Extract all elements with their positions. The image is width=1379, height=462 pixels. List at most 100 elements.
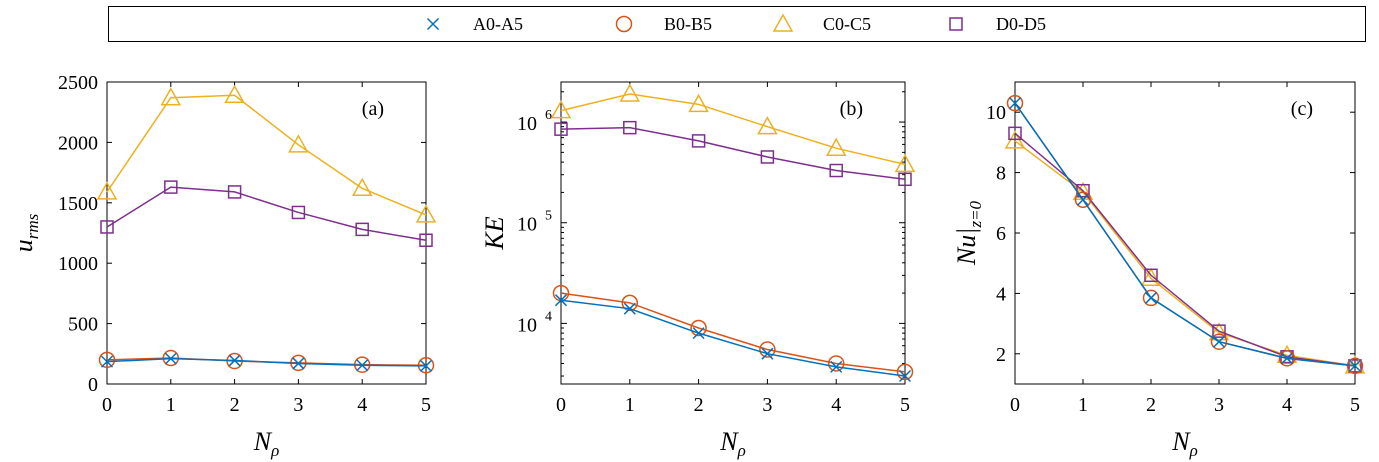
series-c0-c5: [1004, 130, 1366, 374]
data-point: [164, 352, 177, 365]
panel-a: 0 1 2 3 4 5 0 500 1000 1500 2000 2500 (a) Nρ urms: [9, 72, 437, 460]
x-tick-label: 0: [102, 394, 112, 416]
series-line: [106, 357, 427, 367]
data-point: [100, 355, 114, 368]
series-a0-a5: [100, 352, 433, 372]
axes-box: [1014, 81, 1356, 385]
series-line: [560, 299, 906, 377]
y-axis-label: Nu|z=0: [952, 200, 985, 266]
y-tick-label: 10: [517, 214, 537, 236]
legend-label-d0-d5: D0-D5: [996, 14, 1046, 34]
x-axis-label: Nρ: [253, 427, 280, 460]
series-b0-b5: [552, 284, 914, 381]
y-tick-label: 0: [88, 374, 98, 396]
legend-label-a0-a5: A0-A5: [473, 14, 523, 34]
x-tick-label: 3: [1214, 394, 1224, 416]
x-tick-label: 5: [421, 394, 431, 416]
data-point: [228, 354, 241, 367]
data-point: [355, 222, 369, 237]
legend: [108, 6, 1366, 42]
data-point: [757, 116, 778, 135]
x-tick-label: 5: [900, 394, 910, 416]
data-point: [825, 137, 847, 156]
series-a0-a5: [1008, 97, 1362, 372]
series-d0-d5: [1008, 126, 1362, 373]
series-line: [560, 292, 906, 373]
data-point: [1144, 268, 1158, 283]
panel-label: (b): [840, 98, 863, 120]
data-point: [830, 360, 843, 373]
data-point: [690, 319, 707, 337]
data-point: [96, 181, 118, 200]
data-point: [1142, 289, 1160, 307]
data-point: [291, 205, 306, 220]
data-point: [1074, 191, 1092, 209]
y-tick-label: 10: [986, 102, 1006, 124]
data-point: [100, 220, 114, 234]
y-axis-label: urms: [9, 213, 42, 252]
series-d0-d5: [554, 120, 912, 187]
legend-entries: A0-A5 B0-B5 C0-C5 D0-D5: [426, 13, 1046, 34]
legend-triangle-icon: [772, 13, 794, 32]
x-tick-label: 0: [556, 394, 566, 416]
series-line: [106, 94, 427, 216]
data-point: [829, 163, 843, 178]
y-tick-label: 8: [996, 163, 1006, 185]
data-point: [619, 83, 641, 102]
y-tick-label: 1500: [58, 193, 98, 215]
series-line: [1014, 102, 1356, 367]
series-line: [560, 93, 906, 166]
x-tick-label: 2: [694, 394, 704, 416]
panel-label: (c): [1291, 98, 1313, 120]
x-tick-label: 1: [166, 394, 176, 416]
data-point: [356, 359, 369, 372]
data-point: [419, 359, 433, 372]
data-point: [227, 185, 242, 199]
data-point: [621, 294, 639, 312]
data-point: [224, 84, 245, 104]
x-tick-label: 3: [762, 394, 772, 416]
x-tick-label: 3: [293, 394, 303, 416]
series-line: [1014, 132, 1356, 367]
data-point: [761, 347, 774, 360]
x-tick-label: 1: [625, 394, 635, 416]
data-point: [894, 153, 916, 173]
data-point: [688, 93, 709, 113]
data-point: [419, 233, 433, 247]
legend-label-c0-c5: C0-C5: [823, 14, 871, 34]
axes-box: [106, 81, 427, 385]
y-tick-label: 4: [996, 283, 1006, 305]
data-point: [550, 100, 572, 119]
legend-circle-icon: [615, 15, 633, 33]
y-tick-label: 2: [996, 344, 1006, 366]
panel-label: (a): [362, 98, 384, 120]
data-point: [623, 302, 636, 315]
y-tick-label: 10: [517, 314, 537, 336]
series-line: [560, 126, 906, 181]
y-tick-label: 2000: [58, 132, 98, 154]
data-point: [1278, 350, 1296, 367]
data-point: [292, 357, 305, 370]
x-axis-label: Nρ: [719, 427, 746, 460]
y-tick-label: 6: [996, 223, 1006, 245]
x-tick-label: 4: [831, 394, 841, 416]
data-point: [1346, 357, 1364, 375]
panel-c: 0 1 2 3 4 5 2 4 6 8 10 (c) Nρ Nu|z=0: [952, 81, 1366, 460]
data-point: [98, 351, 116, 369]
y-tick-exponent: 6: [545, 108, 552, 123]
data-point: [554, 122, 568, 136]
series-a0-a5: [554, 294, 912, 383]
data-point: [1144, 291, 1158, 304]
data-point: [1006, 94, 1024, 112]
data-point: [898, 369, 912, 383]
x-tick-label: 0: [1010, 394, 1020, 416]
y-tick-label: 2500: [58, 72, 98, 94]
data-point: [1008, 126, 1022, 141]
data-point: [415, 204, 437, 223]
data-point: [1208, 322, 1230, 341]
axes-box: [560, 81, 906, 385]
data-point: [164, 180, 178, 194]
data-point: [1008, 97, 1022, 110]
data-point: [623, 120, 637, 135]
